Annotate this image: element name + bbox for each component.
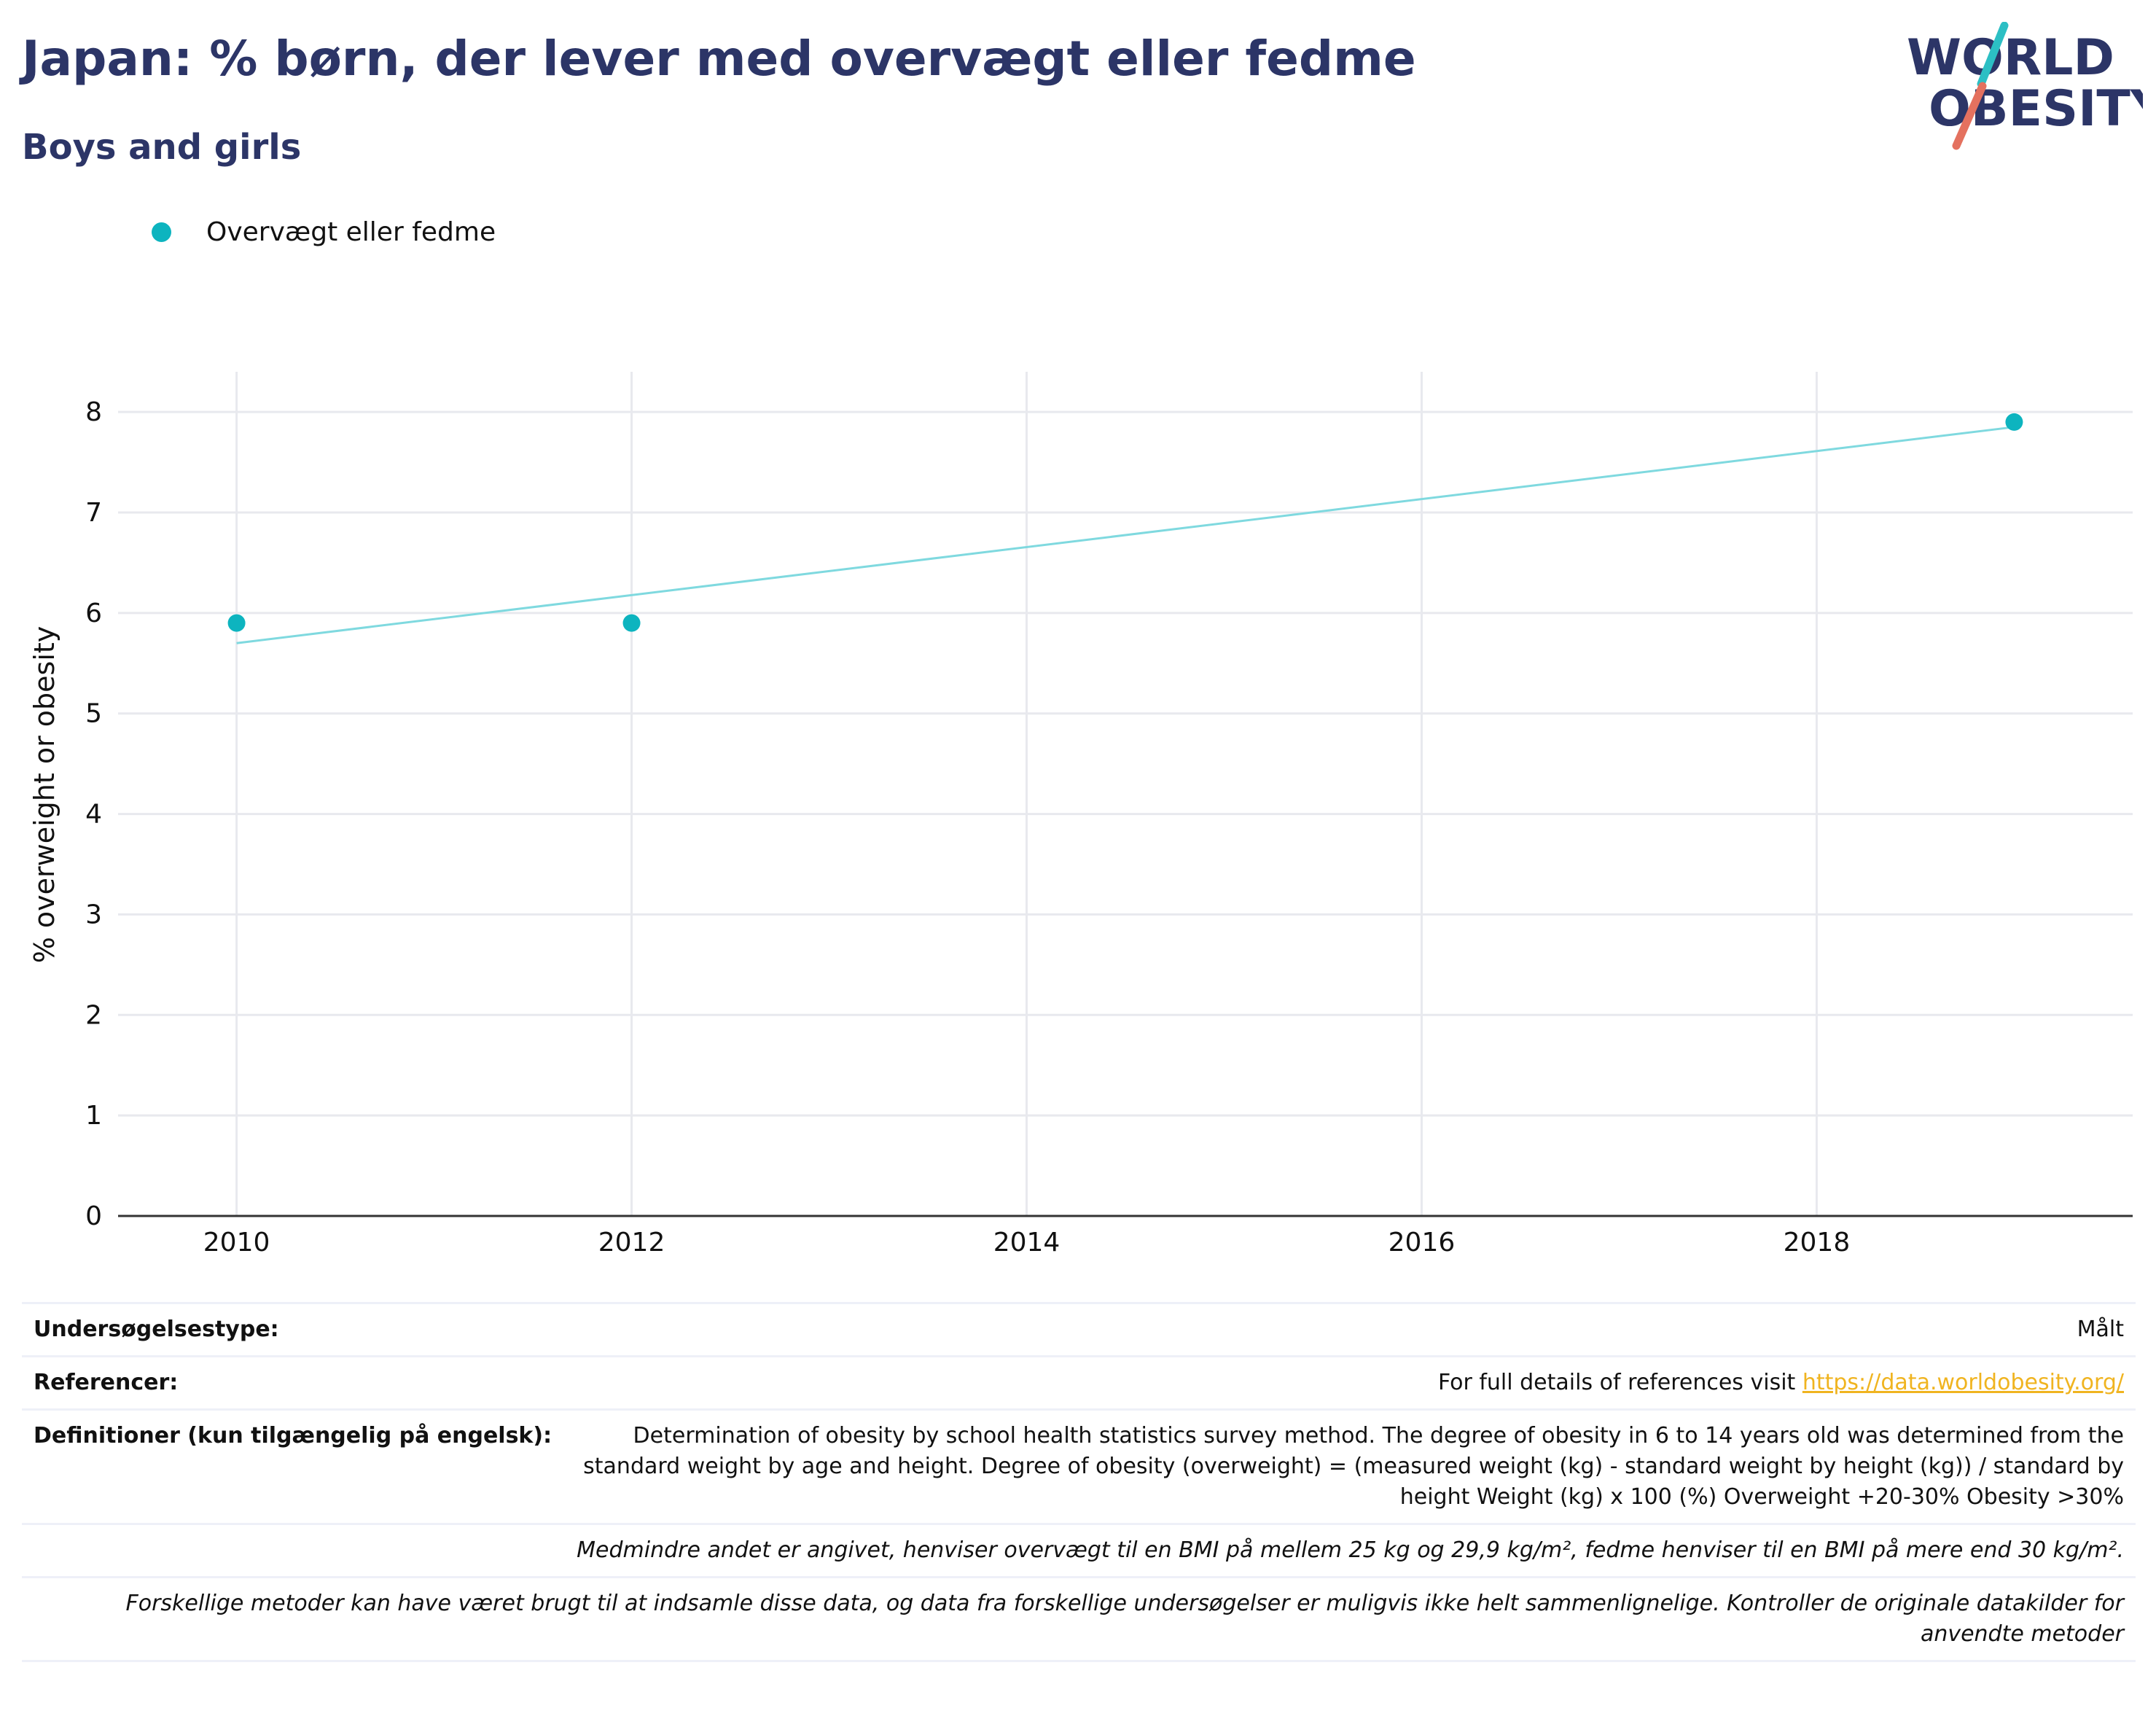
definitions-row: Definitioner (kun tilgængelig på engelsk… [22, 1408, 2136, 1523]
x-tick-label: 2010 [203, 1228, 270, 1258]
references-row: Referencer: For full details of referenc… [22, 1355, 2136, 1408]
definitions-text: Determination of obesity by school healt… [583, 1423, 2124, 1510]
methods-note: Forskellige metoder kan have været brugt… [125, 1591, 2124, 1647]
x-tick-label: 2014 [993, 1228, 1061, 1258]
logo-stroke-red [1952, 82, 1987, 150]
survey-type-value: Målt [2077, 1317, 2124, 1342]
definitions-label: Definitioner (kun tilgængelig på engelsk… [34, 1423, 552, 1449]
references-value: For full details of references visit htt… [1438, 1368, 2124, 1398]
references-text: For full details of references visit [1437, 1370, 1802, 1395]
info-table: Undersøgelsestype: Målt Referencer: For … [22, 1302, 2136, 1662]
x-tick-label: 2018 [1784, 1228, 1851, 1258]
legend-label: Overvægt eller fedme [206, 217, 496, 247]
survey-type-label: Undersøgelsestype: [34, 1317, 279, 1342]
data-point [2005, 413, 2023, 431]
trend-line [236, 426, 2015, 644]
references-link[interactable]: https://data.worldobesity.org/ [1802, 1370, 2124, 1395]
bmi-note-row: Medmindre andet er angivet, henviser ove… [22, 1523, 2136, 1576]
y-axis-label: % overweight or obesity [28, 626, 60, 964]
world-obesity-logo: WORLD OBESITY [1907, 22, 2143, 150]
chart-legend[interactable]: Overvægt eller fedme [152, 217, 496, 247]
logo-stroke-teal [1977, 22, 2009, 88]
x-tick-label: 2012 [598, 1228, 665, 1258]
legend-marker [152, 222, 171, 242]
y-tick-label: 6 [85, 599, 102, 628]
chart-subtitle: Boys and girls [22, 127, 302, 168]
methods-note-row: Forskellige metoder kan have været brugt… [22, 1576, 2136, 1662]
logo-line1: WORLD [1907, 29, 2114, 87]
data-point [227, 614, 246, 632]
y-tick-label: 8 [85, 397, 102, 427]
y-tick-label: 7 [85, 498, 102, 528]
y-tick-label: 5 [85, 699, 102, 729]
y-tick-label: 1 [85, 1101, 102, 1131]
x-tick-label: 2016 [1388, 1228, 1456, 1258]
data-point [622, 614, 641, 632]
y-tick-label: 3 [85, 900, 102, 929]
y-tick-label: 2 [85, 1000, 102, 1030]
chart-plot: 2010 2012 2014 2016 2018 0 1 2 3 4 5 6 7 8 % overweig… [28, 372, 2133, 1258]
y-tick-label: 4 [85, 800, 102, 830]
references-label: Referencer: [34, 1370, 179, 1395]
bmi-note: Medmindre andet er angivet, henviser ove… [577, 1537, 2124, 1563]
survey-type-row: Undersøgelsestype: Målt [22, 1302, 2136, 1355]
chart-title: Japan: % børn, der lever med overvægt el… [22, 31, 1416, 87]
y-tick-label: 0 [85, 1201, 102, 1231]
